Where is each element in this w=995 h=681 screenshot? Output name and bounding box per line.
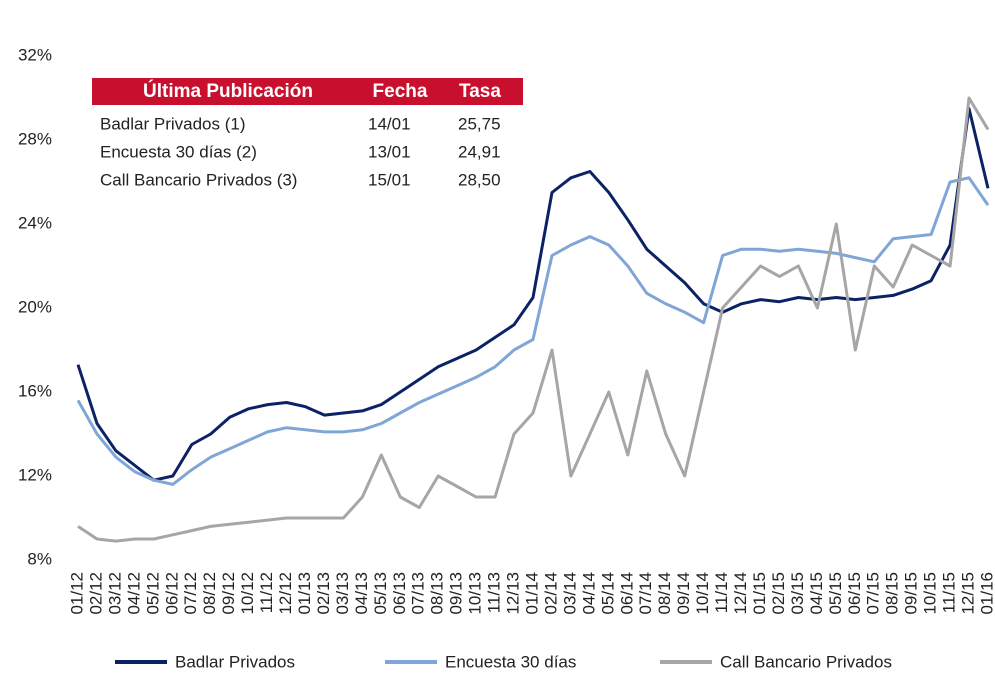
table-header: Última Publicación [143,80,313,102]
table-cell: 28,50 [458,170,501,189]
x-tick-label: 11/12 [257,572,276,613]
x-tick-label: 01/16 [977,572,995,615]
y-tick-label: 32% [18,45,52,64]
x-tick-label: 07/15 [864,572,883,615]
x-tick-label: 03/13 [333,572,352,615]
x-tick-label: 11/13 [485,572,504,613]
x-tick-label: 07/13 [409,572,428,615]
x-tick-label: 08/13 [428,572,447,615]
x-tick-label: 10/13 [466,572,485,615]
table-cell: 24,91 [458,142,501,161]
x-tick-label: 01/12 [67,572,86,615]
y-tick-label: 28% [18,129,52,148]
x-tick-label: 02/12 [86,572,105,615]
series-line [76,176,990,486]
table-cell: 14/01 [368,114,411,133]
table-cell: 13/01 [368,142,411,161]
x-tick-label: 07/14 [636,572,655,615]
x-tick-label: 09/14 [674,572,693,615]
x-tick-label: 03/15 [788,572,807,615]
x-tick-label: 06/15 [845,572,864,615]
y-tick-label: 24% [18,213,52,232]
table-cell: Encuesta 30 días (2) [100,142,257,161]
x-tick-label: 11/15 [940,572,959,613]
x-tick-label: 04/14 [579,572,598,615]
x-tick-label: 04/12 [124,572,143,615]
legend-label: Call Bancario Privados [720,652,892,671]
y-tick-label: 20% [18,297,52,316]
x-tick-label: 10/14 [693,572,712,615]
x-tick-label: 01/15 [750,572,769,615]
x-tick-label: 04/15 [807,572,826,615]
table-header: Fecha [373,81,428,102]
x-tick-label: 05/13 [371,572,390,615]
x-tick-label: 02/13 [314,572,333,615]
x-tick-label: 06/14 [617,572,636,615]
x-tick-label: 05/14 [598,572,617,615]
table-cell: Call Bancario Privados (3) [100,170,297,189]
x-tick-label: 09/12 [219,572,238,615]
x-tick-label: 08/15 [883,572,902,615]
x-tick-label: 09/15 [902,572,921,615]
x-tick-label: 05/15 [826,572,845,615]
table-header-bg [92,78,523,105]
x-tick-label: 05/12 [143,572,162,615]
table-cell: Badlar Privados (1) [100,114,246,133]
series-line [76,107,990,482]
series-line [77,96,990,543]
legend-label: Badlar Privados [175,652,295,671]
x-tick-label: 09/13 [447,572,466,615]
x-tick-label: 02/14 [541,572,560,615]
x-tick-label: 06/12 [162,572,181,615]
x-tick-label: 04/13 [352,572,371,615]
x-tick-label: 08/14 [655,572,674,615]
x-tick-label: 12/14 [731,572,750,615]
x-tick-label: 02/15 [769,572,788,615]
x-tick-label: 08/12 [200,572,219,615]
x-tick-label: 06/13 [390,572,409,615]
y-tick-label: 8% [27,549,52,568]
x-tick-label: 12/13 [504,572,523,615]
table-cell: 25,75 [458,114,501,133]
x-tick-label: 10/12 [238,572,257,615]
x-tick-label: 01/13 [295,572,314,615]
legend-label: Encuesta 30 días [445,652,576,671]
x-tick-label: 12/12 [276,572,295,615]
x-tick-label: 07/12 [181,572,200,615]
x-tick-label: 12/15 [959,572,978,615]
x-tick-label: 11/14 [712,572,731,613]
table-cell: 15/01 [368,170,411,189]
y-tick-label: 12% [18,465,52,484]
x-tick-label: 03/12 [105,572,124,615]
y-tick-label: 16% [18,381,52,400]
x-tick-label: 10/15 [921,572,940,615]
table-header: Tasa [459,81,501,102]
x-tick-label: 03/14 [560,572,579,615]
x-tick-label: 01/14 [522,572,541,615]
